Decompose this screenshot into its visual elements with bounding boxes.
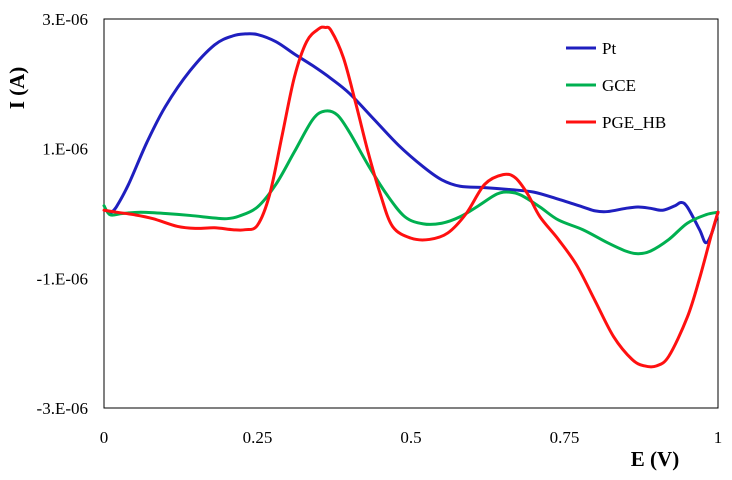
x-tick-label: 0 — [100, 428, 109, 447]
y-tick-label: 1.E-06 — [42, 140, 88, 159]
series-layer — [102, 25, 720, 369]
legend-label-pt: Pt — [602, 39, 616, 58]
axes-layer: 0 0.25 0.5 0.75 1 3.E-06 1.E-06 -1.E-06 -3.E-06 — [37, 10, 723, 447]
y-tick-label: -3.E-06 — [37, 399, 88, 418]
y-tick-label: -1.E-06 — [37, 269, 88, 288]
legend-label-gce: GCE — [602, 76, 636, 95]
x-tick-label: 0.25 — [243, 428, 273, 447]
y-tick-label: 3.E-06 — [42, 10, 88, 29]
legend-label-pge-hb: PGE_HB — [602, 113, 666, 132]
series-line-pt — [108, 32, 720, 245]
series-line-pge-hb — [102, 25, 720, 369]
x-tick-label: 0.75 — [550, 428, 580, 447]
legend: Pt GCE PGE_HB — [566, 39, 666, 132]
x-axis-title: E (V) — [631, 447, 679, 471]
series-line-gce — [102, 109, 720, 256]
x-tick-label: 0.5 — [400, 428, 421, 447]
y-axis-title: I (A) — [5, 67, 29, 110]
x-tick-label: 1 — [714, 428, 723, 447]
